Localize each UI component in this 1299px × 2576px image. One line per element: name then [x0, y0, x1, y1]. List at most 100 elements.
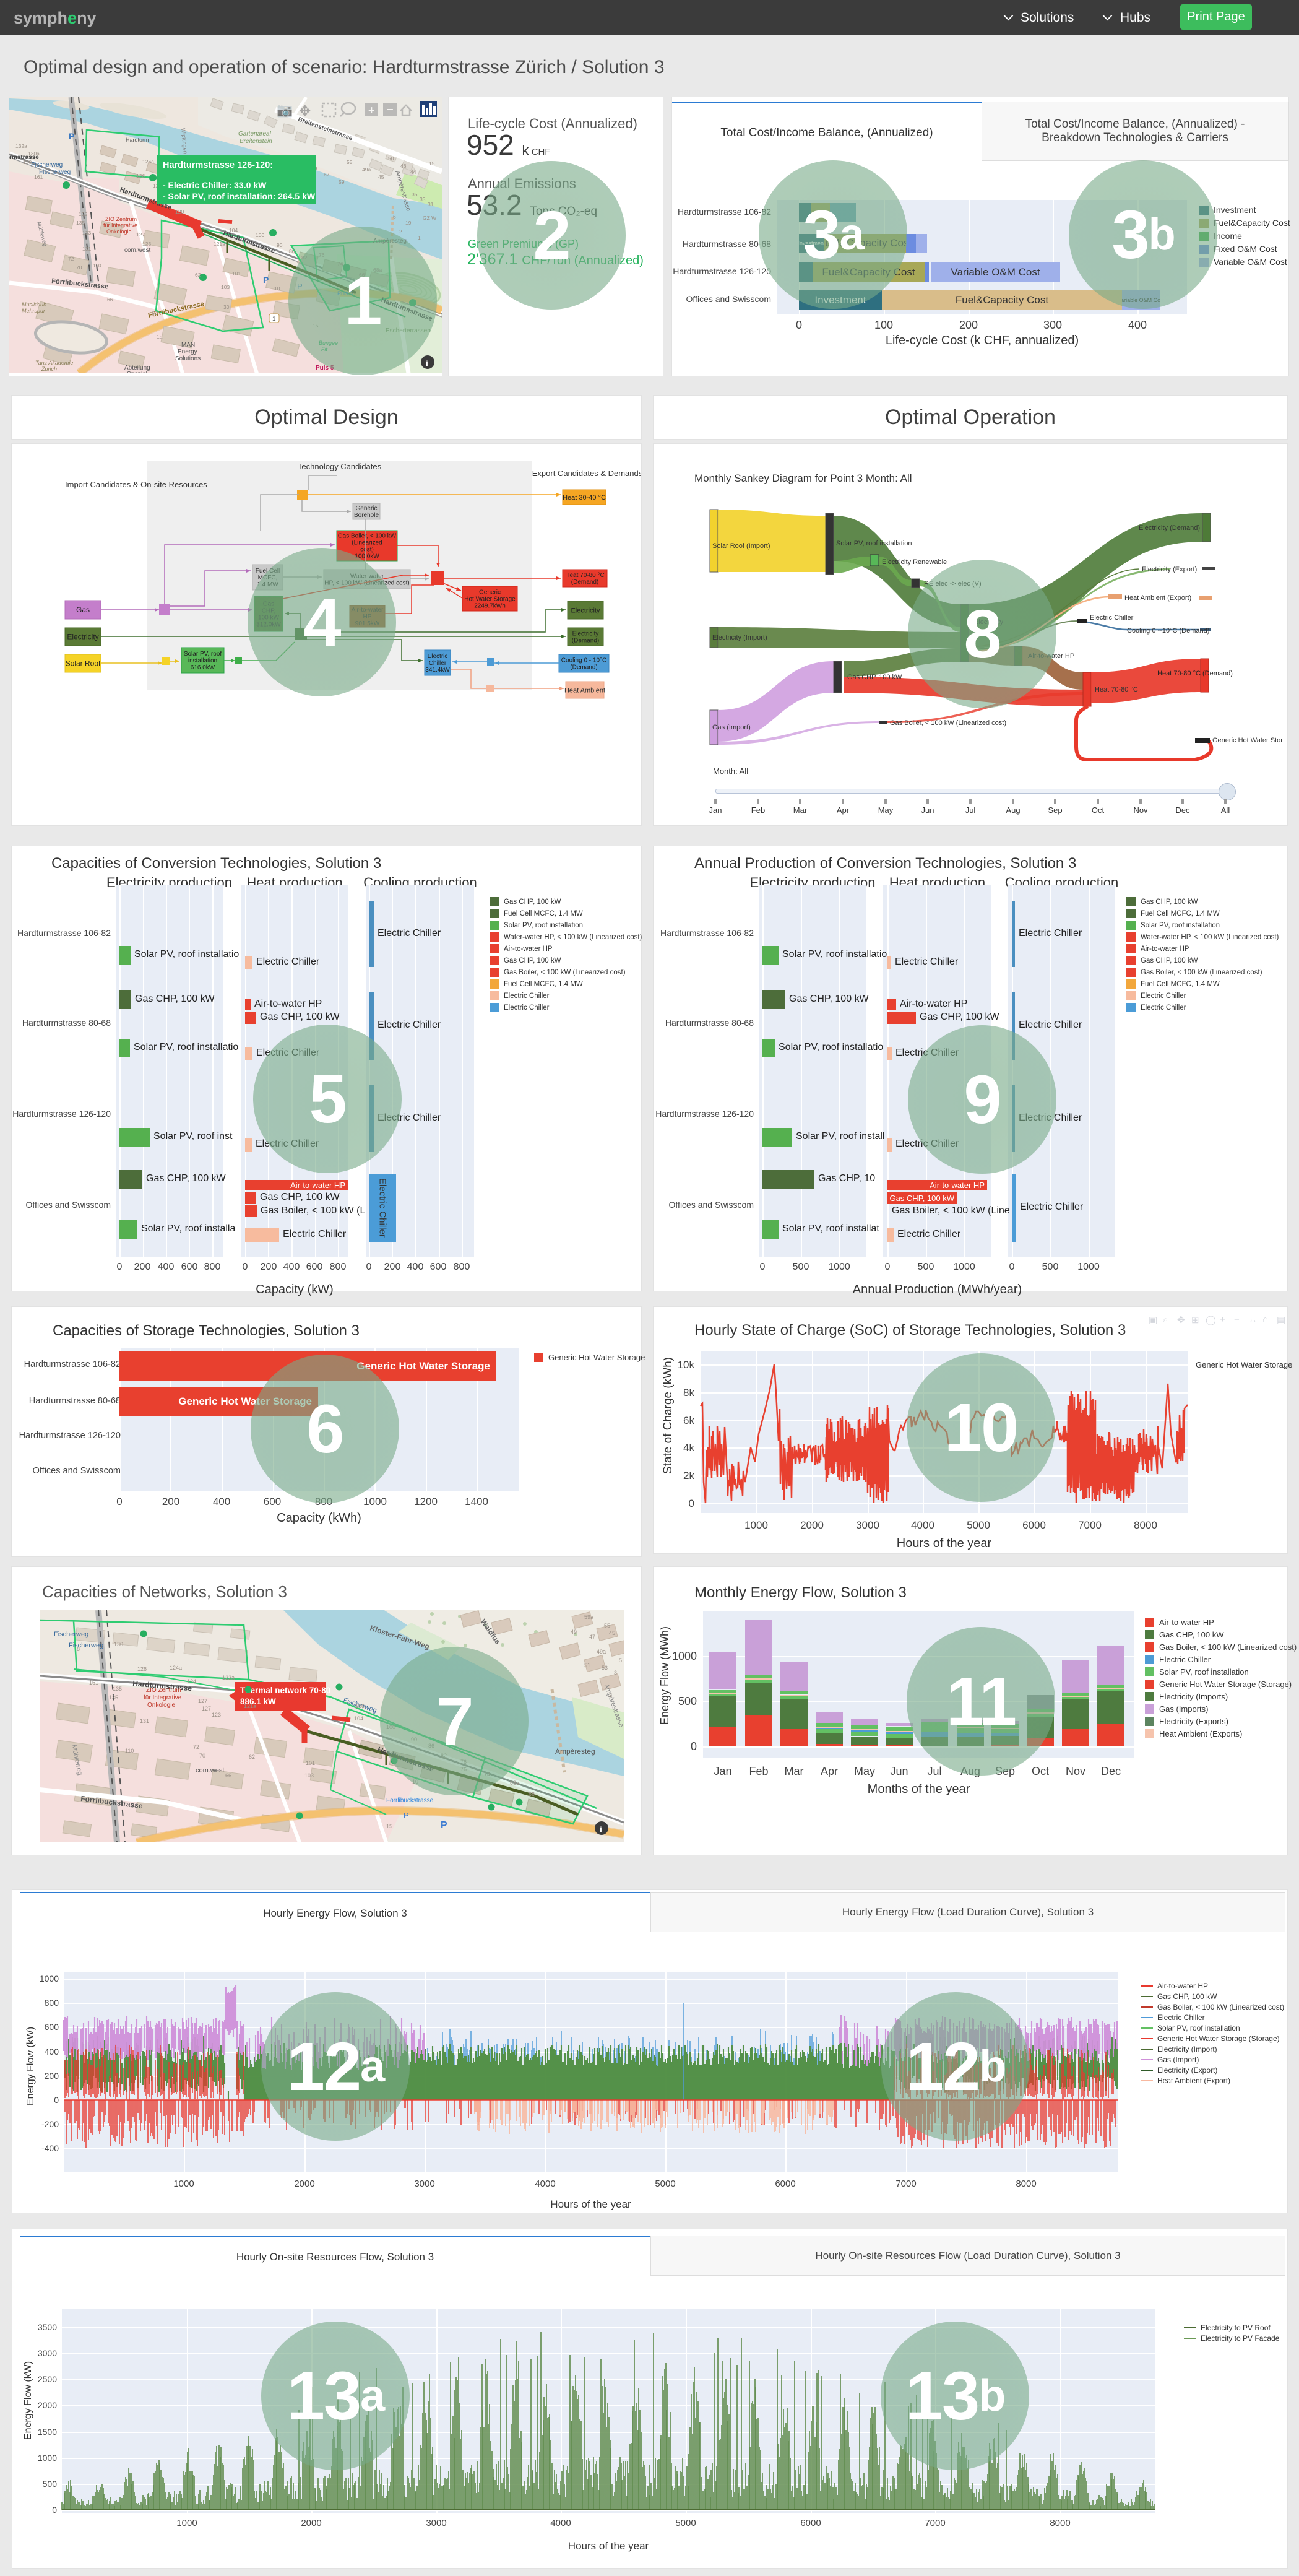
svg-text:Musikklub: Musikklub	[22, 301, 46, 308]
svg-text:+: +	[368, 104, 375, 116]
svg-text:Fischerweg: Fischerweg	[54, 1631, 88, 1638]
svg-text:86: 86	[289, 248, 295, 254]
svg-text:135: 135	[76, 220, 85, 226]
svg-text:Electricity Renewable: Electricity Renewable	[882, 558, 947, 566]
svg-text:Heat Ambient (Export): Heat Ambient (Export)	[1124, 594, 1191, 602]
svg-text:72: 72	[193, 1744, 199, 1750]
svg-text:Breitenstein: Breitenstein	[240, 138, 272, 145]
svg-text:Electricity: Electricity	[572, 631, 599, 638]
svg-text:130a: 130a	[28, 150, 40, 157]
svg-text:Borehole: Borehole	[354, 512, 379, 519]
svg-text:101: 101	[232, 271, 241, 277]
svg-text:installation: installation	[188, 657, 217, 664]
svg-text:Gas CHP, 100 kW: Gas CHP, 100 kW	[847, 674, 902, 681]
svg-text:106: 106	[355, 1703, 365, 1709]
svg-text:47: 47	[589, 1634, 595, 1640]
svg-text:(Demand): (Demand)	[571, 579, 598, 586]
svg-text:72: 72	[68, 256, 74, 262]
svg-text:- Solar PV, roof installation:: - Solar PV, roof installation: 264.5 kW	[163, 191, 316, 201]
svg-text:60: 60	[152, 310, 158, 316]
svg-text:62: 62	[249, 1754, 255, 1760]
svg-text:135: 135	[109, 1694, 118, 1701]
svg-text:66: 66	[225, 1772, 231, 1779]
svg-text:35: 35	[412, 191, 418, 197]
svg-text:616.0kW: 616.0kW	[191, 664, 215, 671]
svg-text:59a: 59a	[584, 1614, 593, 1620]
svg-text:Hardturm: Hardturm	[126, 137, 149, 143]
svg-text:Generic: Generic	[355, 505, 377, 512]
svg-text:127: 127	[136, 232, 145, 238]
svg-text:P: P	[404, 1811, 409, 1820]
svg-text:70: 70	[76, 264, 82, 271]
svg-text:19: 19	[405, 220, 412, 226]
svg-text:15: 15	[429, 160, 435, 167]
svg-text:135: 135	[113, 1686, 122, 1692]
svg-text:Wipkingen: Wipkingen	[180, 128, 189, 154]
svg-text:Fischerweg: Fischerweg	[69, 1642, 103, 1649]
svg-text:68a: 68a	[510, 1780, 519, 1786]
svg-text:P: P	[263, 275, 269, 285]
svg-text:121a: 121a	[214, 241, 225, 247]
svg-text:Onkologie: Onkologie	[106, 228, 132, 235]
svg-text:MAN: MAN	[181, 342, 195, 349]
svg-text:131: 131	[82, 246, 91, 252]
svg-text:135: 135	[79, 211, 87, 217]
svg-text:104: 104	[229, 227, 238, 233]
svg-text:110: 110	[125, 1748, 134, 1754]
svg-text:161: 161	[34, 174, 43, 180]
svg-text:1a: 1a	[157, 334, 163, 340]
svg-text:133: 133	[82, 230, 91, 236]
svg-text:Electric: Electric	[428, 653, 448, 660]
svg-text:31: 31	[428, 201, 434, 207]
svg-text:49a: 49a	[362, 167, 371, 173]
svg-text:Abteilung: Abteilung	[124, 365, 150, 371]
svg-text:GZ W: GZ W	[423, 215, 436, 221]
svg-text:1: 1	[418, 235, 421, 241]
svg-text:110: 110	[93, 262, 101, 269]
svg-text:100: 100	[256, 232, 264, 238]
svg-text:Heat 70-80 °C (Demand): Heat 70-80 °C (Demand)	[1157, 670, 1233, 677]
svg-text:124: 124	[187, 1678, 196, 1685]
svg-text:127: 127	[202, 1706, 211, 1712]
svg-text:Spezial: Spezial	[127, 371, 147, 373]
svg-text:Technology Candidates: Technology Candidates	[298, 462, 382, 471]
svg-text:Förrlibuckstrasse: Förrlibuckstrasse	[386, 1797, 434, 1804]
svg-text:Energy: Energy	[178, 349, 197, 355]
svg-text:130: 130	[23, 159, 32, 165]
svg-text:123: 123	[142, 241, 151, 247]
svg-text:50: 50	[388, 155, 394, 162]
svg-text:120: 120	[175, 209, 184, 215]
svg-text:Mehrspur: Mehrspur	[22, 308, 46, 314]
svg-text:126a: 126a	[142, 158, 154, 165]
svg-text:(Linearized: (Linearized	[352, 540, 382, 547]
svg-text:45: 45	[609, 1630, 615, 1636]
svg-text:Fischerweg: Fischerweg	[31, 162, 63, 168]
svg-text:ZIO Zentrum: ZIO Zentrum	[146, 1687, 181, 1694]
svg-text:für Integrative: für Integrative	[144, 1694, 182, 1701]
svg-text:103: 103	[221, 284, 230, 290]
svg-text:101: 101	[306, 1760, 315, 1766]
svg-text:15: 15	[386, 1823, 392, 1829]
svg-text:i: i	[426, 358, 428, 368]
svg-text:126: 126	[137, 1666, 147, 1672]
svg-text:45: 45	[378, 174, 384, 180]
svg-text:127: 127	[198, 1698, 207, 1704]
svg-text:33: 33	[420, 196, 426, 202]
svg-text:Hardturmstrasse 126-120:: Hardturmstrasse 126-120:	[163, 160, 273, 170]
svg-text:126: 126	[136, 173, 145, 179]
svg-text:44: 44	[410, 169, 416, 175]
svg-text:2: 2	[399, 228, 402, 235]
svg-text:Gas Boiler, < 100 kW (Lineariz: Gas Boiler, < 100 kW (Linearized cost)	[890, 719, 1006, 727]
svg-text:49: 49	[571, 1629, 577, 1635]
svg-text:104: 104	[354, 1715, 363, 1722]
svg-text:Electricity (Import): Electricity (Import)	[712, 634, 767, 641]
svg-text:Onkologie: Onkologie	[147, 1702, 175, 1709]
svg-text:i: i	[600, 1824, 602, 1834]
svg-text:P: P	[441, 1820, 447, 1831]
svg-text:59: 59	[339, 179, 345, 185]
svg-text:- Electric Chiller: 33.0 kW: - Electric Chiller: 33.0 kW	[163, 180, 267, 190]
svg-text:Thermal network 70-80: Thermal network 70-80	[240, 1686, 330, 1695]
svg-text:📷: 📷	[277, 103, 293, 118]
svg-text:Electricity (Demand): Electricity (Demand)	[1139, 524, 1200, 532]
svg-text:Heat 70-80 °C: Heat 70-80 °C	[1095, 686, 1138, 693]
